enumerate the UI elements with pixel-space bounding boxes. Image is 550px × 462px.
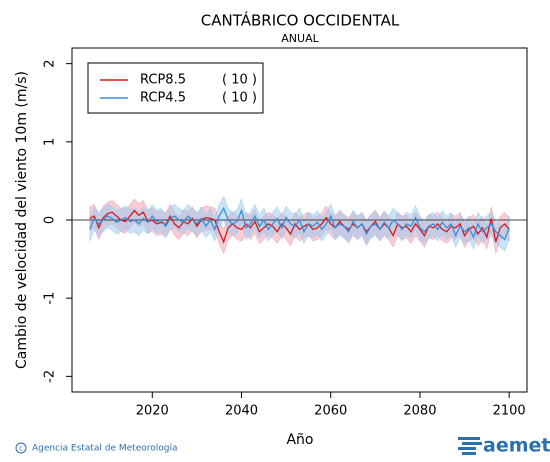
series-line [89, 206, 510, 241]
legend-count: ( 10 ) [222, 73, 257, 88]
y-tick-label: -1 [43, 292, 58, 305]
y-tick-label: 2 [43, 59, 58, 67]
y-tick-label: 0 [43, 216, 58, 224]
copyright-c: c [19, 445, 23, 453]
logo-icon [458, 437, 482, 455]
y-tick-label: 1 [43, 138, 58, 146]
chart-title: CANTÁBRICO OCCIDENTAL [201, 11, 400, 30]
uncertainty-band [89, 195, 510, 252]
legend-label: RCP4.5 [140, 91, 186, 106]
legend-count: ( 10 ) [222, 91, 257, 106]
x-tick-label: 2060 [314, 404, 347, 419]
y-tick-label: -2 [43, 370, 58, 383]
x-axis-label: Año [286, 432, 313, 448]
legend-box [87, 62, 264, 114]
legend-label: RCP8.5 [140, 73, 186, 88]
x-tick-label: 2040 [225, 404, 258, 419]
chart-subtitle: ANUAL [281, 32, 319, 45]
legend: RCP8.5 ( 10 ) RCP4.5 ( 10 ) [100, 73, 257, 106]
x-tick-label: 2080 [403, 404, 436, 419]
plot-area: -2 -1 0 1 2 2020 2040 2060 2080 2100 [43, 47, 528, 419]
footer-logo: aemet [483, 435, 550, 457]
y-axis-label: Cambio de velocidad del viento 10m (m/s) [14, 71, 30, 369]
footer-agency: Agencia Estatal de Meteorología [32, 444, 178, 454]
copyright-icon [15, 442, 27, 454]
x-tick-label: 2020 [136, 404, 169, 419]
x-tick-label: 2100 [493, 404, 526, 419]
series-line [89, 209, 510, 244]
